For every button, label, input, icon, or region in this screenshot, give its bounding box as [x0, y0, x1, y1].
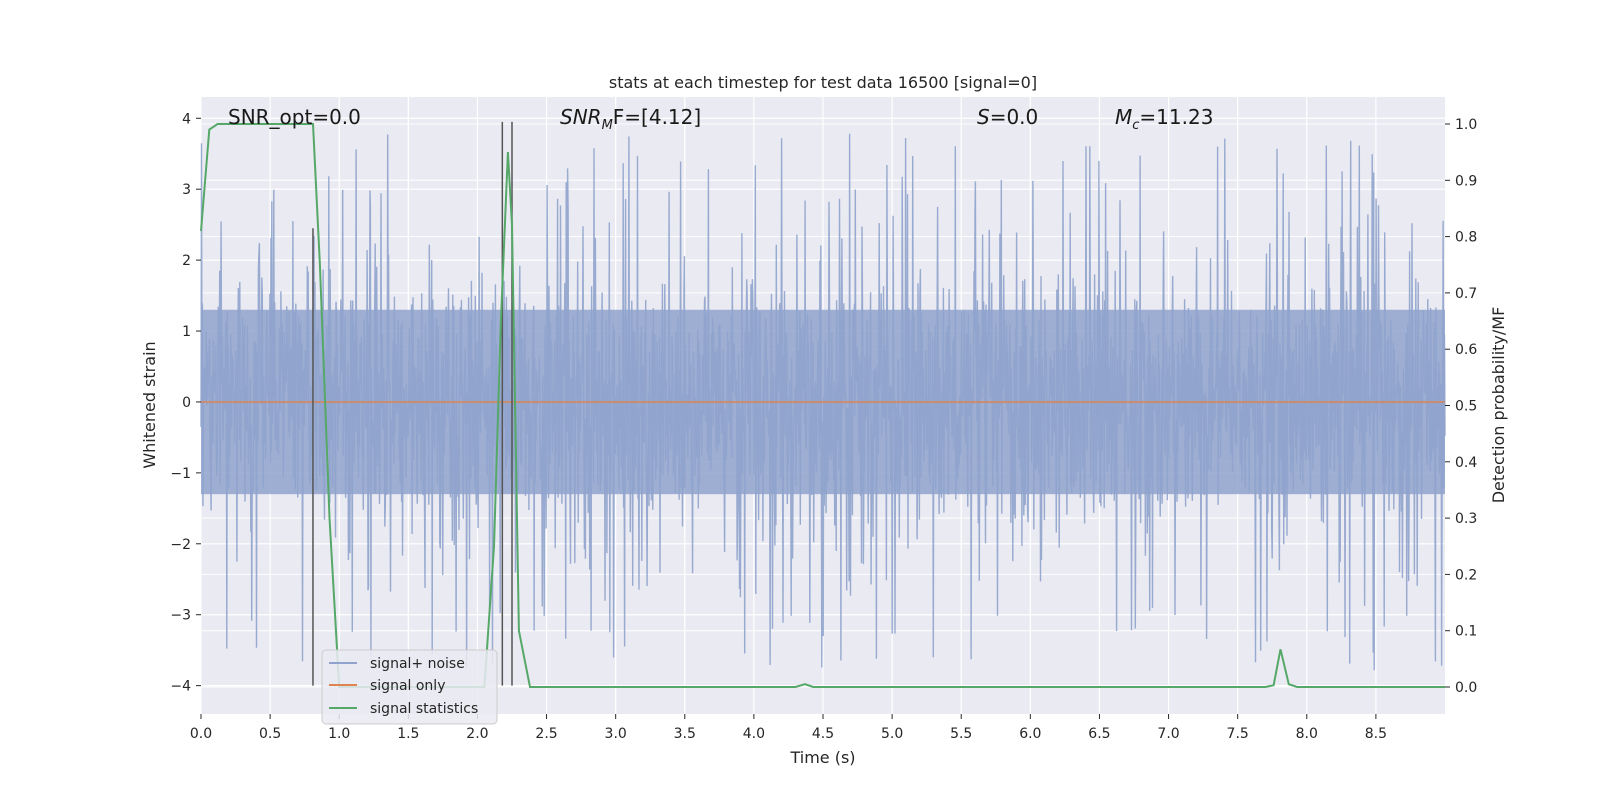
- x-tick-label-7: 3.5: [674, 726, 696, 742]
- yr-tick-label-6: 0.4: [1455, 455, 1477, 471]
- annotation-mc: Mc=11.23: [1115, 105, 1213, 133]
- annotation-snr-mf-sub: M: [602, 118, 613, 133]
- x-tick-label-10: 5.0: [881, 726, 903, 742]
- yr-tick-label-10: 0.0: [1455, 680, 1477, 696]
- yl-tick-label-0: 4: [182, 111, 191, 127]
- x-tick-label-2: 1.0: [328, 726, 350, 742]
- x-tick-label-12: 6.0: [1019, 726, 1041, 742]
- annotation-snr-mf: SNRMF=[4.12]: [560, 105, 701, 133]
- x-tick-label-3: 1.5: [397, 726, 419, 742]
- x-tick-label-4: 2.0: [466, 726, 488, 742]
- legend-label-signal-noise: signal+ noise: [370, 656, 465, 672]
- axes: 0.0 0.5 1.0 1.5 2.0 2.5 3.0 3.5 4.0 4.5 5.0 5.5 6.0 6…: [170, 111, 1477, 742]
- yl-tick-label-3: 1: [182, 324, 191, 340]
- yl-tick-label-7: −3: [170, 608, 191, 624]
- x-tick-label-1: 0.5: [259, 726, 281, 742]
- yr-tick-label-3: 0.7: [1455, 286, 1477, 302]
- legend-box: [321, 649, 498, 725]
- annotation-mc-sub: c: [1132, 118, 1139, 133]
- x-tick-label-17: 8.5: [1365, 726, 1387, 742]
- yr-tick-label-8: 0.2: [1455, 567, 1477, 583]
- annotation-mc-rest: =11.23: [1139, 105, 1213, 129]
- legend-label-signal-only: signal only: [370, 678, 445, 694]
- yr-tick-label-0: 1.0: [1455, 117, 1477, 133]
- annotation-s-main: S: [977, 105, 990, 129]
- x-tick-label-9: 4.5: [812, 726, 834, 742]
- x-tick-label-5: 2.5: [535, 726, 557, 742]
- legend: signal+ noise signal only signal statist…: [321, 649, 498, 725]
- x-axis-label: Time (s): [789, 748, 855, 767]
- x-tick-label-8: 4.0: [743, 726, 765, 742]
- x-tick-label-16: 8.0: [1296, 726, 1318, 742]
- annotation-s-rest: =0.0: [990, 105, 1039, 129]
- yr-tick-label-4: 0.6: [1455, 342, 1477, 358]
- annotation-snr-mf-rest: F=[4.12]: [613, 105, 701, 129]
- yr-tick-label-1: 0.9: [1455, 173, 1477, 189]
- yr-tick-label-2: 0.8: [1455, 230, 1477, 246]
- x-tick-label-14: 7.0: [1157, 726, 1179, 742]
- yl-tick-label-6: −2: [170, 537, 191, 553]
- yr-tick-label-7: 0.3: [1455, 511, 1477, 527]
- signal-statistics-line: [200, 123, 1445, 688]
- legend-label-signal-statistics: signal statistics: [370, 701, 478, 717]
- x-tick-label-0: 0.0: [190, 726, 212, 742]
- yl-tick-label-2: 2: [182, 253, 191, 269]
- annotation-s: S=0.0: [977, 105, 1038, 129]
- yr-tick-label-5: 0.5: [1455, 399, 1477, 415]
- yl-tick-label-5: −1: [170, 466, 191, 482]
- yl-tick-label-4: 0: [182, 395, 191, 411]
- chart-title: stats at each timestep for test data 165…: [609, 73, 1037, 92]
- series-signal-statistics: [200, 123, 1445, 688]
- x-tick-label-11: 5.5: [950, 726, 972, 742]
- x-tick-label-6: 3.0: [605, 726, 627, 742]
- yl-tick-label-1: 3: [182, 182, 191, 198]
- yr-tick-label-9: 0.1: [1455, 624, 1477, 640]
- annotation-snr-opt: SNR_opt=0.0: [228, 105, 361, 129]
- annotation-snr-mf-main: SNR: [560, 105, 602, 129]
- annotation-mc-main: M: [1115, 105, 1132, 129]
- y-axis-left-label: Whitened strain: [140, 341, 159, 468]
- yl-tick-label-8: −4: [170, 679, 191, 695]
- x-tick-label-13: 6.5: [1088, 726, 1110, 742]
- y-axis-right-label: Detection probability/MF: [1489, 307, 1508, 504]
- x-tick-label-15: 7.5: [1227, 726, 1249, 742]
